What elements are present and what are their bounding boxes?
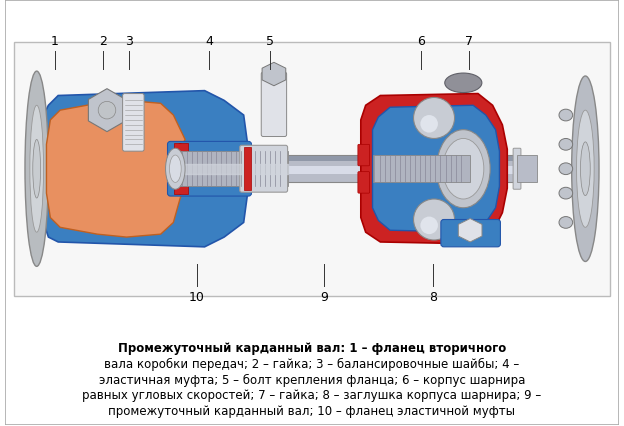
Ellipse shape bbox=[559, 110, 573, 121]
FancyBboxPatch shape bbox=[240, 146, 288, 193]
Text: 3: 3 bbox=[125, 35, 133, 49]
Text: эластичная муфта; 5 – болт крепления фланца; 6 – корпус шарнира: эластичная муфта; 5 – болт крепления фла… bbox=[99, 373, 525, 386]
Text: Промежуточный карданный вал: 1 – фланец вторичного: Промежуточный карданный вал: 1 – фланец … bbox=[118, 341, 506, 354]
Ellipse shape bbox=[445, 74, 482, 93]
FancyBboxPatch shape bbox=[517, 155, 537, 183]
Text: вала коробки передач; 2 – гайка; 3 – балансировочные шайбы; 4 –: вала коробки передач; 2 – гайка; 3 – бал… bbox=[104, 357, 520, 370]
FancyBboxPatch shape bbox=[261, 73, 286, 137]
Polygon shape bbox=[46, 101, 185, 238]
Ellipse shape bbox=[559, 217, 573, 229]
FancyBboxPatch shape bbox=[175, 152, 288, 187]
Polygon shape bbox=[373, 106, 499, 233]
FancyBboxPatch shape bbox=[373, 155, 470, 183]
Polygon shape bbox=[44, 92, 248, 247]
Ellipse shape bbox=[559, 139, 573, 151]
FancyBboxPatch shape bbox=[279, 149, 286, 190]
FancyBboxPatch shape bbox=[513, 149, 521, 190]
Ellipse shape bbox=[421, 116, 438, 133]
Text: 5: 5 bbox=[266, 35, 274, 49]
Text: промежуточный карданный вал; 10 – фланец эластичной муфты: промежуточный карданный вал; 10 – фланец… bbox=[109, 404, 515, 417]
Ellipse shape bbox=[30, 106, 44, 233]
Polygon shape bbox=[89, 89, 125, 132]
Text: 8: 8 bbox=[429, 290, 437, 303]
Ellipse shape bbox=[572, 77, 599, 262]
Ellipse shape bbox=[165, 149, 185, 190]
Ellipse shape bbox=[559, 188, 573, 199]
Ellipse shape bbox=[559, 164, 573, 175]
Ellipse shape bbox=[580, 143, 590, 196]
Polygon shape bbox=[361, 94, 507, 245]
FancyBboxPatch shape bbox=[167, 142, 251, 197]
FancyBboxPatch shape bbox=[174, 144, 188, 195]
FancyBboxPatch shape bbox=[441, 220, 500, 247]
Ellipse shape bbox=[170, 155, 181, 183]
Ellipse shape bbox=[436, 130, 490, 208]
Text: 10: 10 bbox=[189, 290, 205, 303]
Text: 6: 6 bbox=[417, 35, 425, 49]
Ellipse shape bbox=[33, 140, 41, 199]
Text: равных угловых скоростей; 7 – гайка; 8 – заглушка корпуса шарнира; 9 –: равных угловых скоростей; 7 – гайка; 8 –… bbox=[82, 389, 542, 401]
Ellipse shape bbox=[414, 98, 454, 139]
Text: 7: 7 bbox=[466, 35, 474, 49]
Ellipse shape bbox=[443, 139, 484, 199]
Text: 4: 4 bbox=[205, 35, 213, 49]
Polygon shape bbox=[262, 63, 286, 86]
Text: 2: 2 bbox=[99, 35, 107, 49]
FancyBboxPatch shape bbox=[358, 172, 369, 194]
Ellipse shape bbox=[25, 72, 49, 267]
Text: 9: 9 bbox=[320, 290, 328, 303]
Ellipse shape bbox=[421, 217, 438, 235]
FancyBboxPatch shape bbox=[14, 43, 610, 296]
FancyBboxPatch shape bbox=[358, 145, 369, 167]
FancyBboxPatch shape bbox=[283, 167, 517, 174]
Polygon shape bbox=[458, 219, 482, 242]
Ellipse shape bbox=[414, 199, 454, 240]
Text: 1: 1 bbox=[51, 35, 59, 49]
FancyBboxPatch shape bbox=[122, 94, 144, 152]
Ellipse shape bbox=[174, 144, 186, 195]
FancyBboxPatch shape bbox=[243, 148, 251, 191]
Ellipse shape bbox=[577, 111, 594, 228]
FancyBboxPatch shape bbox=[283, 157, 517, 161]
FancyBboxPatch shape bbox=[283, 155, 517, 183]
Ellipse shape bbox=[98, 102, 116, 120]
